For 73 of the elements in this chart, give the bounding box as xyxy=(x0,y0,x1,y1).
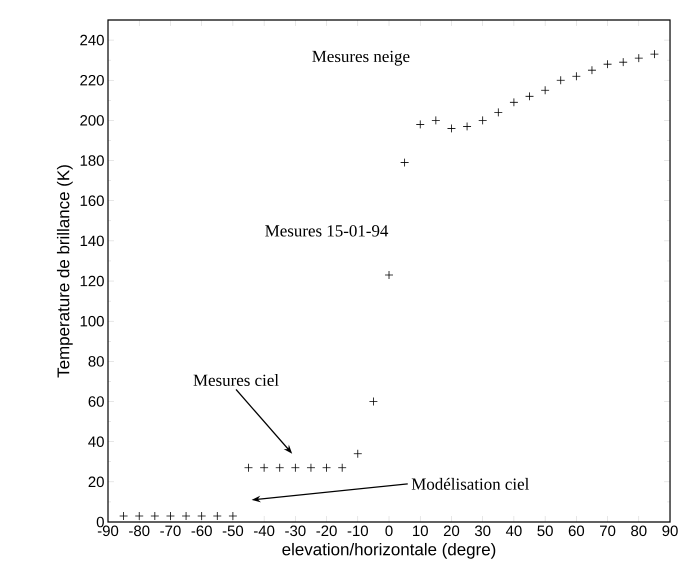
point xyxy=(634,54,644,63)
x-tick-label: 30 xyxy=(474,526,490,536)
x-tick-label: -90 xyxy=(98,526,118,536)
point xyxy=(494,108,503,117)
point xyxy=(650,50,659,59)
point xyxy=(478,116,488,125)
x-tick-label: -70 xyxy=(160,526,181,536)
x-tick-label: 0 xyxy=(385,526,393,536)
point xyxy=(603,60,612,69)
point xyxy=(525,92,534,101)
x-axis-title: elevation/horizontale (degre) xyxy=(282,542,496,559)
point xyxy=(618,58,628,67)
annotation: Mesures neige xyxy=(312,50,410,66)
point xyxy=(306,463,316,472)
annotation: Mesures 15-01-94 xyxy=(265,225,388,237)
y-tick-label: 220 xyxy=(80,74,104,86)
y-tick-label: 160 xyxy=(80,195,104,206)
y-axis-title: Temperature de brillance (K) xyxy=(56,165,73,378)
x-tick-label: 10 xyxy=(413,526,428,536)
point xyxy=(353,449,362,458)
x-tick-label: 60 xyxy=(568,526,584,536)
point xyxy=(556,76,566,85)
point xyxy=(384,270,394,280)
x-tick-label: 20 xyxy=(444,526,460,536)
point xyxy=(431,116,440,125)
x-tick-label: -30 xyxy=(285,526,306,536)
y-tick-label: 200 xyxy=(80,115,104,126)
point xyxy=(119,512,128,520)
point xyxy=(260,463,268,472)
point xyxy=(322,463,331,472)
point xyxy=(290,463,300,472)
point xyxy=(197,512,206,520)
y-tick-label: 240 xyxy=(80,34,104,46)
point xyxy=(369,397,378,406)
x-tick-label: 90 xyxy=(662,526,678,536)
point xyxy=(572,72,581,81)
point xyxy=(462,122,472,131)
x-tick-label: 40 xyxy=(506,526,522,536)
y-tick-label: 40 xyxy=(88,436,104,447)
point xyxy=(447,124,456,133)
y-tick-label: 180 xyxy=(80,155,104,166)
point xyxy=(275,463,284,472)
x-tick-label: -50 xyxy=(222,526,244,536)
point xyxy=(400,158,410,167)
point xyxy=(416,120,425,129)
y-tick-label: 120 xyxy=(80,276,104,286)
point xyxy=(182,512,190,520)
x-tick-label: 50 xyxy=(537,526,553,536)
y-tick-label: 140 xyxy=(80,236,104,246)
x-tick-label: -40 xyxy=(254,526,274,536)
point xyxy=(338,463,347,472)
point xyxy=(244,463,253,472)
point xyxy=(212,512,222,520)
x-tick-label: 80 xyxy=(631,526,647,536)
point xyxy=(228,512,238,520)
point xyxy=(588,66,596,75)
x-tick-label: -20 xyxy=(316,526,337,536)
annotation: Mesures ciel xyxy=(193,374,279,386)
x-tick-label: -80 xyxy=(129,526,150,536)
y-tick-label: 100 xyxy=(80,316,104,326)
point xyxy=(510,98,518,107)
point xyxy=(166,512,175,520)
point xyxy=(134,512,144,520)
y-tick-label: 20 xyxy=(88,476,104,488)
x-tick-label: -10 xyxy=(348,526,368,536)
x-tick-label: -60 xyxy=(192,526,212,536)
y-tick-label: 0 xyxy=(96,516,104,528)
y-tick-label: 80 xyxy=(88,356,104,367)
point xyxy=(540,86,550,95)
y-tick-label: 60 xyxy=(88,396,104,407)
point xyxy=(150,512,160,520)
x-tick-label: 70 xyxy=(600,526,616,536)
annotation: Modélisation ciel xyxy=(412,478,529,490)
